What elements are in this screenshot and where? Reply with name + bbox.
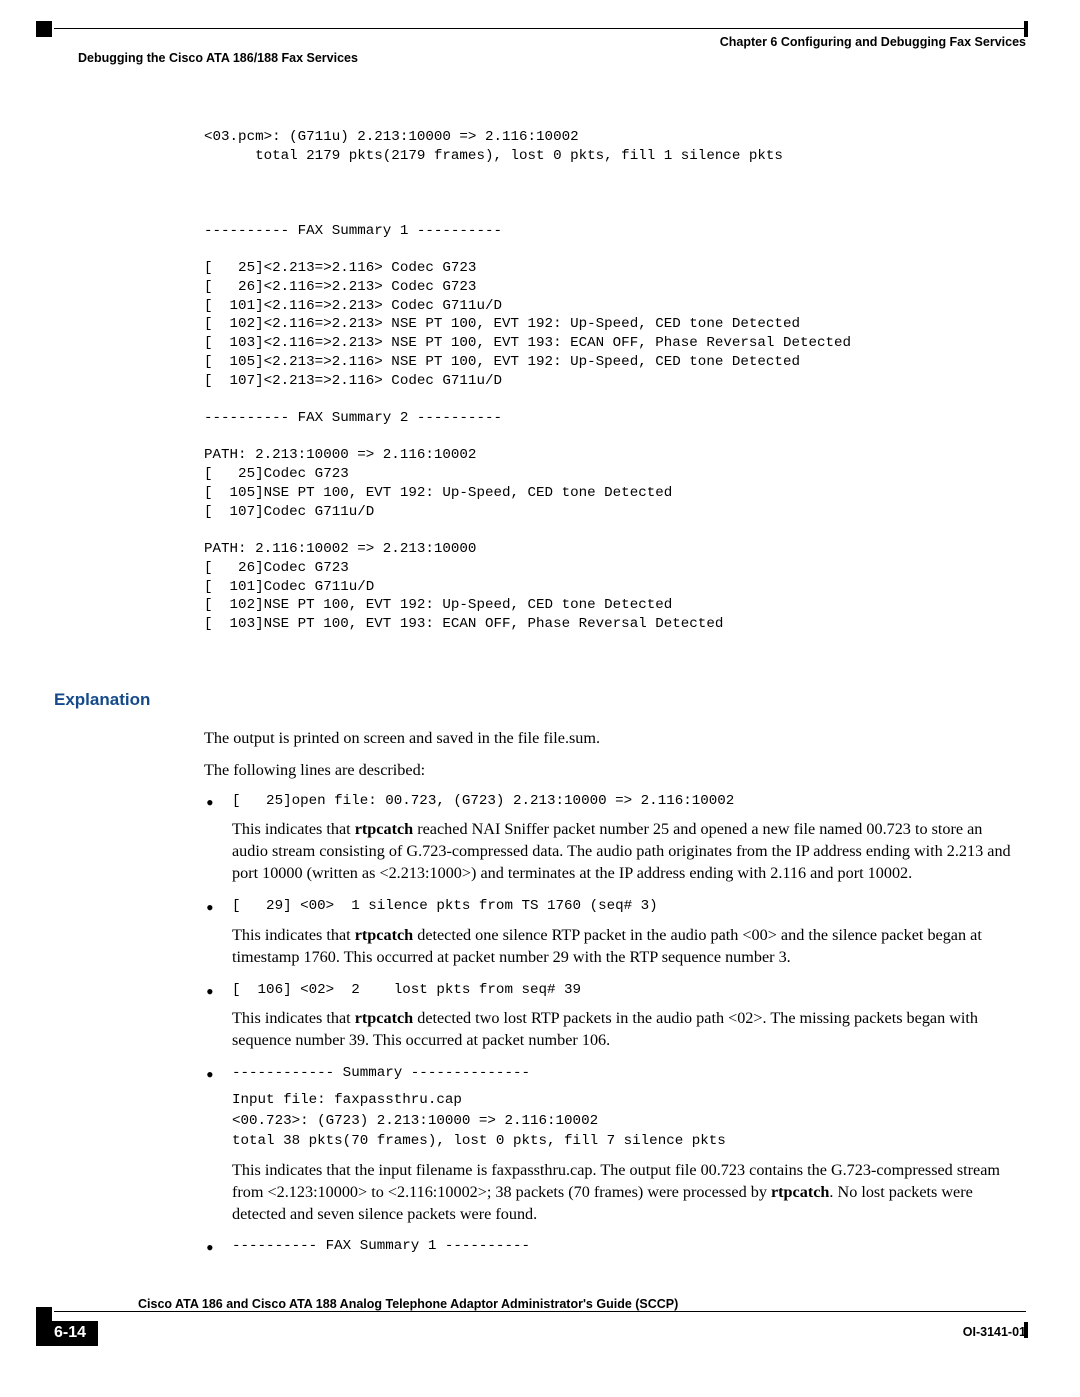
list-item: [ 106] <02> 2 lost pkts from seq# 39 Thi… [204, 981, 1016, 1053]
bullet-code: [ 29] <00> 1 silence pkts from TS 1760 (… [232, 897, 1016, 917]
footer-rule [54, 1311, 1026, 1313]
bullet-text: This indicates that [232, 1009, 355, 1027]
header-square-icon [36, 21, 52, 37]
doc-id: OI-3141-01 [963, 1325, 1026, 1339]
bullet-text: This indicates that [232, 820, 355, 838]
bullet-body: This indicates that rtpcatch detected tw… [232, 1008, 1016, 1052]
footer-end-mark-icon [1024, 1322, 1028, 1338]
bullet-bold: rtpcatch [355, 820, 413, 838]
chapter-label: Chapter 6 Configuring and Debugging Fax … [720, 35, 1026, 49]
bullet-body: This indicates that rtpcatch detected on… [232, 925, 1016, 969]
explanation-heading: Explanation [54, 690, 1016, 710]
bullet-code: ------------ Summary -------------- [232, 1064, 1016, 1084]
page-number-badge: 6-14 [36, 1321, 98, 1346]
main-content: <03.pcm>: (G711u) 2.213:10000 => 2.116:1… [54, 128, 1026, 1257]
bullet-text: This indicates that [232, 926, 355, 944]
list-item: ------------ Summary -------------- Inpu… [204, 1064, 1016, 1225]
bullet-code: [ 106] <02> 2 lost pkts from seq# 39 [232, 981, 1016, 1001]
bullet-bold: rtpcatch [355, 926, 413, 944]
header-rule: Chapter 6 Configuring and Debugging Fax … [54, 28, 1026, 66]
bullet-bold: rtpcatch [355, 1009, 413, 1027]
debug-output-block: <03.pcm>: (G711u) 2.213:10000 => 2.116:1… [204, 128, 1016, 634]
bullet-body: This indicates that rtpcatch reached NAI… [232, 819, 1016, 885]
list-item: [ 25]open file: 00.723, (G723) 2.213:100… [204, 792, 1016, 885]
list-item: [ 29] <00> 1 silence pkts from TS 1760 (… [204, 897, 1016, 969]
section-label: Debugging the Cisco ATA 186/188 Fax Serv… [78, 51, 358, 65]
explanation-intro-2: The following lines are described: [204, 760, 1016, 782]
footer-doc-title: Cisco ATA 186 and Cisco ATA 188 Analog T… [138, 1297, 1026, 1311]
explanation-bullet-list: [ 25]open file: 00.723, (G723) 2.213:100… [204, 792, 1016, 1258]
page-footer: Cisco ATA 186 and Cisco ATA 188 Analog T… [54, 1315, 1026, 1359]
bullet-body: This indicates that the input filename i… [232, 1160, 1016, 1226]
bullet-bold: rtpcatch [771, 1183, 829, 1201]
explanation-intro-1: The output is printed on screen and save… [204, 728, 1016, 750]
bullet-code: [ 25]open file: 00.723, (G723) 2.213:100… [232, 792, 1016, 812]
bullet-sub-code: Input file: faxpassthru.cap <00.723>: (G… [232, 1090, 1016, 1152]
bullet-code: ---------- FAX Summary 1 ---------- [232, 1237, 1016, 1257]
list-item: ---------- FAX Summary 1 ---------- [204, 1237, 1016, 1257]
